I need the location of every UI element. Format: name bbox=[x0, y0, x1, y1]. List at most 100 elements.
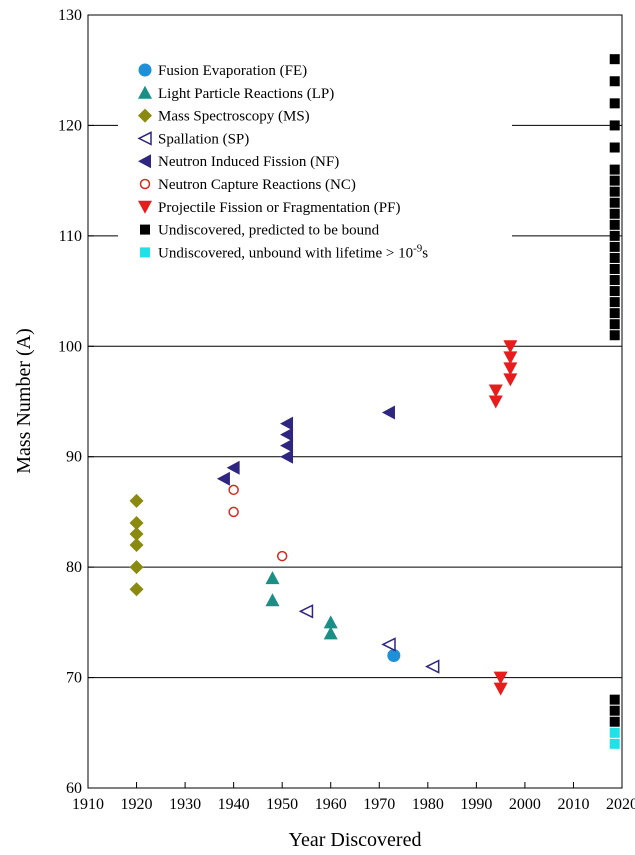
data-point bbox=[493, 682, 508, 696]
data-point bbox=[323, 626, 338, 640]
legend-label: Neutron Capture Reactions (NC) bbox=[158, 177, 356, 193]
data-point bbox=[226, 460, 240, 475]
x-tick-label: 1960 bbox=[315, 796, 347, 813]
data-point bbox=[280, 416, 294, 431]
data-point bbox=[609, 275, 620, 286]
data-point bbox=[280, 438, 294, 453]
data-point bbox=[280, 427, 294, 442]
x-tick-label: 1970 bbox=[363, 796, 395, 813]
data-point bbox=[609, 230, 620, 241]
legend-marker bbox=[138, 108, 152, 123]
y-tick-label: 130 bbox=[58, 7, 82, 24]
data-point bbox=[609, 54, 620, 65]
x-axis-label: Year Discovered bbox=[289, 829, 422, 851]
data-point bbox=[609, 263, 620, 274]
axis-ticks: 1910 1920 1930 1940 1950 1960 1970 1980 1990 2000… bbox=[58, 7, 635, 813]
data-point bbox=[609, 727, 620, 738]
data-point bbox=[503, 373, 518, 387]
data-point bbox=[609, 308, 620, 319]
data-point bbox=[381, 405, 395, 420]
data-point bbox=[609, 297, 620, 308]
data-point bbox=[228, 484, 239, 496]
data-point bbox=[503, 340, 518, 354]
x-tick-label: 1980 bbox=[412, 796, 444, 813]
y-tick-label: 80 bbox=[66, 559, 82, 576]
legend-marker bbox=[138, 63, 152, 77]
plot-frame bbox=[87, 14, 623, 789]
data-point bbox=[609, 694, 620, 705]
data-point bbox=[609, 319, 620, 330]
x-tick-label: 2000 bbox=[509, 796, 541, 813]
data-point bbox=[129, 538, 144, 553]
data-point bbox=[609, 716, 620, 727]
data-point bbox=[387, 648, 401, 662]
data-point bbox=[609, 98, 620, 109]
data-point bbox=[298, 604, 314, 619]
data-point bbox=[609, 219, 620, 230]
x-tick-label: 2020 bbox=[606, 796, 635, 813]
data-point bbox=[280, 449, 294, 464]
legend-marker bbox=[137, 131, 152, 146]
y-tick-label: 110 bbox=[59, 228, 82, 245]
data-point bbox=[609, 208, 620, 219]
y-tick-label: 100 bbox=[58, 338, 82, 355]
data-point bbox=[323, 615, 338, 629]
data-point bbox=[488, 384, 503, 398]
data-point bbox=[609, 705, 620, 716]
legend-label: Undiscovered, unbound with lifetime > 10… bbox=[158, 242, 428, 261]
data-point bbox=[609, 142, 620, 153]
legend-marker bbox=[140, 224, 150, 235]
data-point bbox=[265, 571, 280, 585]
data-point bbox=[216, 471, 230, 486]
data-point bbox=[609, 197, 620, 208]
data-point bbox=[609, 76, 620, 87]
legend-marker bbox=[139, 178, 151, 190]
data-point bbox=[609, 330, 620, 341]
data-point bbox=[129, 560, 144, 575]
x-tick-label: 1930 bbox=[169, 796, 201, 813]
x-tick-label: 1940 bbox=[218, 796, 250, 813]
legend-label: Projectile Fission or Fragmentation (PF) bbox=[158, 200, 400, 216]
legend-marker bbox=[138, 200, 152, 214]
legend-label: Spallation (SP) bbox=[158, 131, 249, 147]
legend-label: Mass Spectroscopy (MS) bbox=[158, 109, 310, 125]
y-tick-label: 90 bbox=[66, 449, 82, 466]
x-tick-label: 1950 bbox=[266, 796, 298, 813]
x-tick-label: 2010 bbox=[557, 796, 589, 813]
legend-background bbox=[118, 52, 512, 294]
y-axis-label: Mass Number (A) bbox=[13, 328, 35, 474]
data-point bbox=[609, 286, 620, 297]
data-point bbox=[129, 582, 144, 597]
data-point bbox=[129, 493, 144, 508]
data-point bbox=[609, 186, 620, 197]
data-point bbox=[276, 550, 288, 562]
data-point bbox=[609, 164, 620, 175]
x-tick-label: 1920 bbox=[121, 796, 153, 813]
legend-marker bbox=[140, 247, 150, 258]
legend-label: Fusion Evaporation (FE) bbox=[158, 63, 307, 79]
data-point bbox=[609, 252, 620, 263]
data-point bbox=[493, 671, 508, 685]
data-point bbox=[609, 120, 620, 131]
data-point bbox=[265, 593, 280, 607]
data-point bbox=[503, 362, 518, 376]
legend-label: Neutron Induced Fission (NF) bbox=[158, 154, 339, 170]
data-point bbox=[609, 738, 620, 749]
y-tick-label: 120 bbox=[58, 117, 82, 134]
legend-marker bbox=[138, 154, 151, 169]
x-tick-label: 1990 bbox=[460, 796, 492, 813]
legend: Fusion Evaporation (FE) Light Particle Re… bbox=[137, 63, 428, 261]
data-point bbox=[129, 527, 144, 542]
data-point bbox=[609, 241, 620, 252]
data-point bbox=[609, 175, 620, 186]
legend-label: Light Particle Reactions (LP) bbox=[158, 86, 334, 102]
data-point bbox=[503, 351, 518, 365]
data-point bbox=[488, 395, 503, 409]
y-tick-label: 70 bbox=[66, 670, 82, 687]
data-points bbox=[129, 54, 620, 749]
data-point bbox=[424, 659, 440, 674]
legend-label: Undiscovered, predicted to be bound bbox=[158, 223, 380, 239]
data-point bbox=[228, 506, 239, 518]
data-point bbox=[129, 515, 144, 530]
